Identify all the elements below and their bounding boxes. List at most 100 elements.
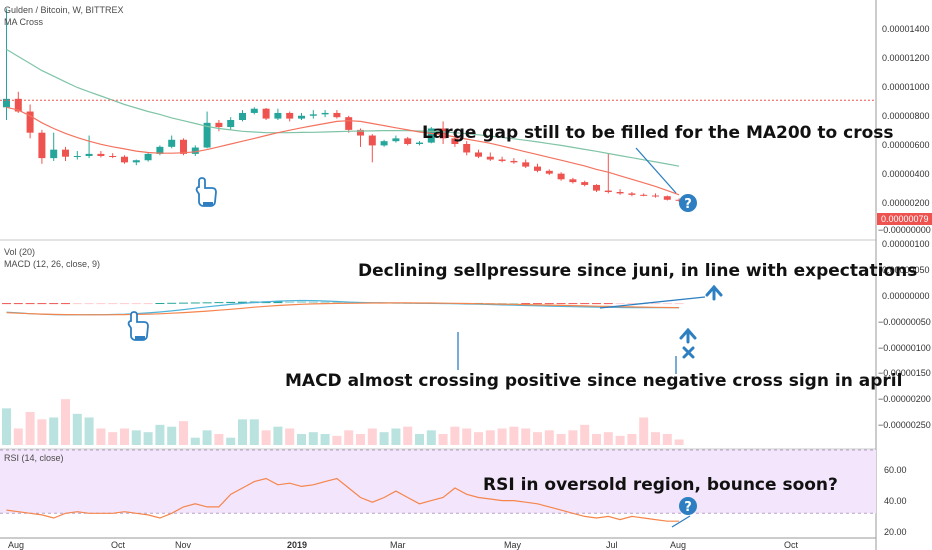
macd-axis: 0.00000100 0.00000050 0.00000000 −0.0000… xyxy=(878,239,931,430)
rsi-tick-label: 60.00 xyxy=(884,465,907,475)
price-tick-label: 0.00000400 xyxy=(882,169,930,179)
macd-histogram-bar xyxy=(120,303,129,305)
volume-bar xyxy=(226,437,236,445)
volume-bar xyxy=(462,428,472,445)
time-tick-label: May xyxy=(504,540,522,550)
macd-tick-label: −0.00000150 xyxy=(878,368,931,378)
current-price-value: 0.00000079 xyxy=(881,214,929,224)
macd-histogram-bar xyxy=(226,301,236,304)
candle-body xyxy=(534,166,541,171)
candle-body xyxy=(404,138,412,144)
candle-body xyxy=(416,142,423,144)
macd-histogram-bar xyxy=(108,303,118,305)
volume-bar xyxy=(627,434,637,445)
candle-body xyxy=(557,173,565,180)
candle-body xyxy=(581,182,589,185)
candle-body xyxy=(191,147,199,154)
candle-body xyxy=(463,144,471,153)
macd-histogram-bar xyxy=(533,303,542,305)
macd-histogram-bar xyxy=(320,301,330,304)
macd-histogram-bar xyxy=(509,303,519,305)
current-price-badge xyxy=(877,213,932,225)
annotation-sellpressure: Declining sellpressure since juni, in li… xyxy=(358,261,917,281)
candle-body xyxy=(451,138,459,144)
volume-bars xyxy=(2,399,684,445)
candle-body xyxy=(73,156,81,157)
macd-histogram-bar xyxy=(662,303,672,305)
candle-body xyxy=(640,194,648,196)
volume-bar xyxy=(580,424,590,445)
macd-tick-label: 0.00000050 xyxy=(882,265,930,275)
candle-body xyxy=(498,159,506,161)
candle-body xyxy=(475,152,482,157)
candle-body xyxy=(144,153,152,161)
candle-body xyxy=(321,112,329,115)
rsi-line xyxy=(6,477,680,522)
volume-bar xyxy=(131,430,141,445)
macd-histogram-bar xyxy=(37,303,47,305)
volume-bar xyxy=(320,434,330,445)
volume-bar xyxy=(285,428,295,445)
candle-body xyxy=(510,160,518,163)
macd-histogram-bar xyxy=(72,303,82,305)
candle-body xyxy=(239,112,246,120)
time-tick-label: Oct xyxy=(111,540,126,550)
volume-bar xyxy=(509,426,519,445)
pointing-hand-icon xyxy=(127,311,149,341)
macd-histogram-bar xyxy=(238,301,247,304)
volume-bar xyxy=(179,421,188,445)
macd-histogram-bar xyxy=(308,301,318,304)
ma-cross-label: MA Cross xyxy=(4,17,44,27)
candle-body xyxy=(628,193,636,195)
volume-bar xyxy=(367,428,377,445)
candle-body xyxy=(168,139,176,147)
annotation-macd-cross: MACD almost crossing positive since nega… xyxy=(285,371,902,391)
volume-bar xyxy=(485,430,495,445)
ma-fast-line xyxy=(6,106,680,196)
macd-histogram-bar xyxy=(190,302,200,304)
candle-body xyxy=(345,117,353,130)
candle-body xyxy=(62,149,69,157)
volume-bar xyxy=(273,426,283,445)
volume-bar xyxy=(568,430,578,445)
candle-body xyxy=(121,156,128,163)
candle-body xyxy=(616,192,624,194)
volume-bar xyxy=(592,434,601,445)
candle-body xyxy=(652,195,659,197)
time-tick-label: Nov xyxy=(175,540,192,550)
signal-line xyxy=(6,302,680,316)
price-tick-label: 0.00001400 xyxy=(882,24,930,34)
pointing-hand-icon xyxy=(195,177,217,207)
rsi-oversold-overbought-band xyxy=(0,450,876,514)
macd-histogram-bar xyxy=(143,303,153,305)
volume-bar xyxy=(438,434,448,445)
question-mark-icon: ? xyxy=(679,497,697,515)
candle-body xyxy=(593,184,600,191)
arrow-up-icon xyxy=(679,327,697,344)
candle-body xyxy=(309,114,317,116)
macd-histogram-bar xyxy=(155,302,165,304)
candle-body xyxy=(298,115,305,119)
macd-tick-label: −0.00000250 xyxy=(878,420,931,430)
time-tick-label: Jul xyxy=(606,540,618,550)
price-axis: 0.00001400 0.00001200 0.00001000 0.00000… xyxy=(877,24,932,235)
macd-histogram-bar xyxy=(521,303,531,305)
volume-bar xyxy=(639,417,649,445)
macd-histogram-bar xyxy=(285,301,295,304)
rsi-label: RSI (14, close) xyxy=(4,453,64,463)
svg-text:?: ? xyxy=(684,500,692,515)
volume-bar xyxy=(415,434,424,445)
price-tick-label: 0.00001200 xyxy=(882,53,930,63)
candle-body xyxy=(26,111,34,133)
macd-tick-label: −0.00000200 xyxy=(878,394,931,404)
candle-body xyxy=(569,179,577,183)
macd-histogram-bar xyxy=(580,303,590,305)
volume-bar xyxy=(533,432,542,445)
volume-bar xyxy=(61,399,70,445)
volume-bar xyxy=(344,430,354,445)
macd-histogram-bar xyxy=(131,303,141,305)
volume-bar xyxy=(143,432,153,445)
price-tick-label: −0.00000000 xyxy=(878,225,931,235)
